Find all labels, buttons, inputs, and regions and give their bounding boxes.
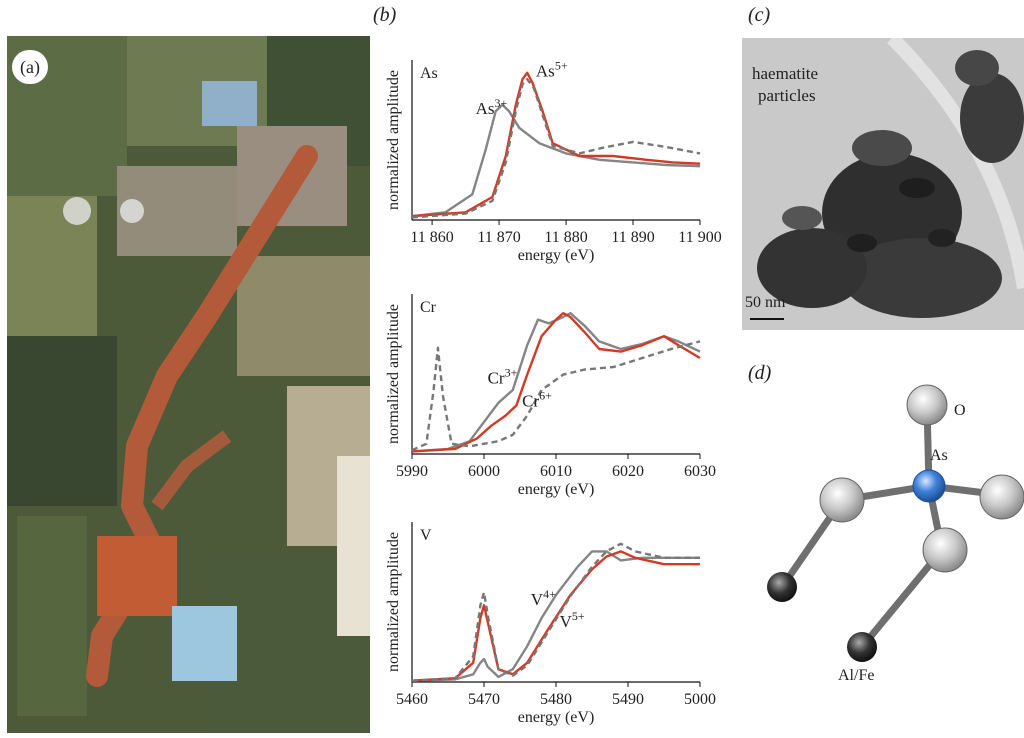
series-line-red [411,312,701,453]
x-tick-label: 6020 [612,463,644,480]
series-line-red [411,71,701,218]
x-tick-label: 11 890 [611,229,654,246]
x-axis-label: energy (eV) [518,709,595,726]
series-line-dashed [411,542,700,682]
oxidation-state-label: As3+ [476,96,508,118]
arsenate-molecule-model: O As Al/Fe [767,384,1024,684]
x-tick-label: 5460 [396,691,428,708]
x-tick-label: 6000 [468,463,500,480]
x-axis-label: energy (eV) [518,247,595,264]
tem-scale-bar-label: 50 nm [745,294,786,311]
panel-c-label: (c) [748,4,771,26]
oxidation-state-label: V5+ [560,609,585,631]
element-label: V [420,527,432,544]
chart-cr: 5990 6000 6010 6020 6030 energy (eV) normalize… [385,294,716,498]
chart-as: 11 860 11 870 11 880 11 890 11 900 energy (eV… [385,59,722,264]
y-axis-label: normalized amplitude [385,304,402,444]
x-tick-label: 11 900 [678,229,721,246]
series-line-dashed [411,340,701,452]
series-line-grey [411,312,701,453]
oxidation-state-label: As5+ [536,59,568,81]
atom-label-alfe: Al/Fe [838,667,874,684]
x-tick-label: 5990 [396,463,428,480]
chart-v: 5460 5470 5480 5490 5000 energy (eV) normalize… [385,522,716,726]
y-axis-label: normalized amplitude [385,70,402,210]
element-label: As [420,65,438,82]
series-line-red [411,550,700,682]
x-tick-label: 5000 [684,691,716,708]
x-tick-label: 5490 [612,691,644,708]
panel-d-label: (d) [748,362,772,384]
x-tick-label: 11 860 [410,229,453,246]
atom-label-as: As [930,447,948,464]
panel-a-label: (a) [12,50,48,84]
element-label: Cr [420,299,437,316]
oxidation-state-label: Cr6+ [522,389,552,411]
tem-caption-line2: particles [758,86,816,105]
x-tick-label: 6010 [540,463,572,480]
panel-b-label: (b) [373,4,397,26]
series-line-dashed [411,78,701,219]
atom-label-o: O [954,402,966,419]
oxidation-state-label: V4+ [531,587,556,609]
series-line-grey [411,550,700,682]
tem-image [742,38,1024,330]
x-tick-label: 11 880 [544,229,587,246]
y-axis-label: normalized amplitude [385,532,402,672]
x-tick-label: 6030 [684,463,716,480]
tem-caption-line1: haematite [752,64,819,83]
x-tick-label: 5470 [468,691,500,708]
x-tick-label: 5480 [540,691,572,708]
aerial-photo [7,36,370,733]
oxidation-state-label: Cr3+ [488,366,518,388]
x-tick-label: 11 870 [477,229,520,246]
x-axis-label: energy (eV) [518,481,595,498]
